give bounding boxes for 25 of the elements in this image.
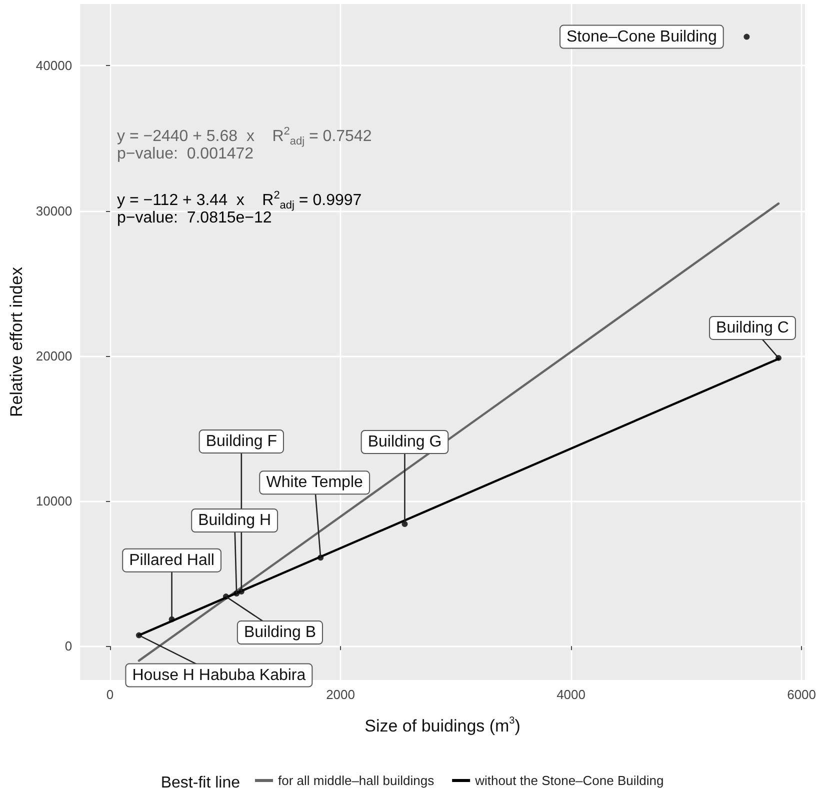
y-tick-label: 40000	[36, 58, 72, 74]
y-tick-label: 0	[64, 638, 72, 654]
point	[744, 34, 750, 40]
y-axis-title: Relative effort index	[7, 266, 26, 417]
annotation: White Temple	[266, 474, 363, 492]
y-tick-label: 10000	[36, 494, 72, 509]
x-tick-label: 0	[106, 687, 114, 702]
x-tick-label: 2000	[326, 687, 355, 702]
annotation: Building C	[716, 319, 789, 336]
annotation: House H Habuba Kabira	[132, 666, 306, 684]
annotation: p−value: 7.0815e−12	[117, 210, 272, 226]
legend-label: for all middle–hall buildings	[278, 773, 435, 788]
annotation: Pillared Hall	[129, 552, 214, 569]
y-tick-label: 20000	[36, 348, 72, 364]
y-tick-label: 30000	[36, 203, 72, 218]
annotation: Building F	[206, 432, 278, 450]
legend-label: without the Stone–Cone Building	[474, 773, 664, 788]
legend-title: Best-fit line	[160, 774, 240, 792]
annotation: p−value: 0.001472	[117, 146, 254, 162]
annotation: Stone–Cone Building	[566, 28, 717, 46]
annotation: Building H	[198, 512, 272, 530]
annotation: Building G	[368, 433, 442, 450]
annotation: Building B	[244, 624, 316, 642]
x-tick-label: 4000	[556, 687, 586, 702]
x-tick-label: 6000	[787, 687, 816, 702]
